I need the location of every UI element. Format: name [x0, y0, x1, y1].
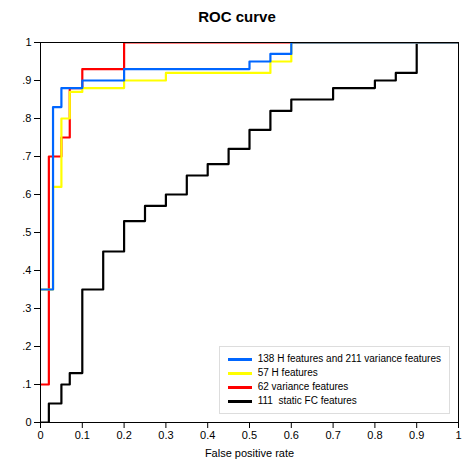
svg-text:0.7: 0.7: [325, 429, 340, 441]
svg-text:0.6: 0.6: [284, 429, 299, 441]
svg-text:1: 1: [455, 429, 461, 441]
svg-text:False positive rate: False positive rate: [205, 447, 294, 459]
svg-text:.8: .8: [22, 112, 31, 124]
svg-text:.5: .5: [22, 226, 31, 238]
svg-text:.7: .7: [22, 150, 31, 162]
svg-text:0.5: 0.5: [242, 429, 257, 441]
html-text:62 variance features: 62 variance features: [257, 381, 349, 392]
html-text:138 H features and 211 varianc: 138 H features and 211 variance features: [257, 353, 441, 364]
html-text:111 static FC features: 111 static FC features: [257, 395, 357, 406]
svg-text:.9: .9: [22, 74, 31, 86]
svg-text:0.8: 0.8: [367, 429, 382, 441]
svg-text:0: 0: [25, 416, 31, 428]
html-text:ROC curve: ROC curve: [198, 8, 276, 25]
svg-text:.4: .4: [22, 264, 31, 276]
svg-text:0: 0: [37, 429, 43, 441]
svg-text:.3: .3: [22, 302, 31, 314]
svg-text:.2: .2: [22, 340, 31, 352]
svg-text:.1: .1: [22, 378, 31, 390]
svg-text:0.4: 0.4: [200, 429, 215, 441]
svg-text:0.9: 0.9: [409, 429, 424, 441]
svg-text:0.1: 0.1: [75, 429, 90, 441]
svg-text:1: 1: [25, 36, 31, 48]
html-text:57 H features: 57 H features: [257, 367, 318, 378]
svg-text:.6: .6: [22, 188, 31, 200]
svg-text:0.2: 0.2: [116, 429, 131, 441]
svg-text:0.3: 0.3: [158, 429, 173, 441]
